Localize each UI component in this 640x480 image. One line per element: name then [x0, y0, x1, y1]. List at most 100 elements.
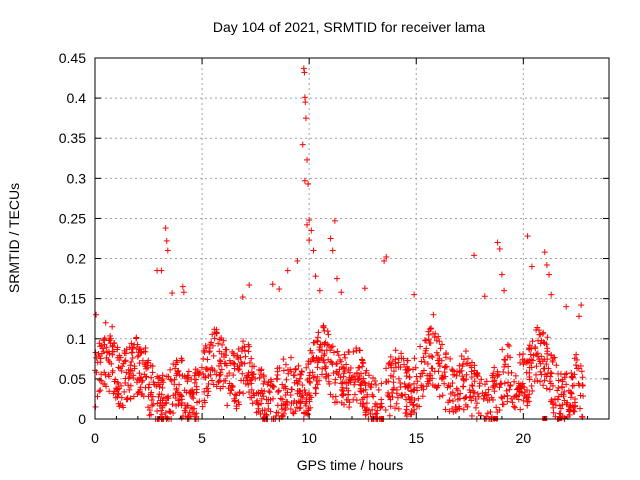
chart-title: Day 104 of 2021, SRMTID for receiver lam…	[213, 19, 486, 35]
data-point	[459, 373, 466, 380]
data-point	[331, 217, 338, 224]
data-point	[411, 355, 418, 362]
data-point	[276, 286, 283, 293]
data-point	[202, 374, 209, 381]
data-point	[121, 388, 128, 395]
data-point	[231, 361, 238, 368]
data-point	[98, 350, 105, 357]
data-point	[249, 400, 256, 407]
data-point	[98, 371, 105, 378]
data-point	[302, 99, 309, 106]
data-point	[457, 368, 464, 375]
data-point	[390, 379, 397, 386]
data-point	[363, 367, 370, 374]
data-point	[562, 371, 569, 378]
data-point	[397, 379, 404, 386]
data-point	[472, 404, 479, 411]
data-point	[279, 396, 286, 403]
data-point	[116, 403, 123, 410]
data-point	[127, 382, 134, 389]
data-point	[128, 358, 135, 365]
data-point	[131, 363, 138, 370]
data-point	[493, 404, 500, 411]
data-point	[572, 396, 579, 403]
data-point	[148, 374, 155, 381]
data-point	[234, 363, 241, 370]
data-point	[393, 400, 400, 407]
data-point	[166, 408, 173, 415]
data-point	[299, 141, 306, 148]
data-point	[488, 394, 495, 401]
data-point	[342, 354, 349, 361]
data-point	[159, 411, 166, 418]
data-point	[432, 330, 439, 337]
data-point	[184, 378, 191, 385]
data-point	[236, 389, 243, 396]
data-point	[499, 395, 506, 402]
data-point	[248, 394, 255, 401]
data-point	[434, 352, 441, 359]
y-tick-label: 0.3	[67, 170, 87, 186]
data-point	[578, 368, 585, 375]
data-point	[361, 379, 368, 386]
data-point	[248, 355, 255, 362]
data-point	[122, 375, 129, 382]
data-point	[539, 330, 546, 337]
data-point	[265, 405, 272, 412]
data-point	[420, 354, 427, 361]
data-point	[280, 367, 287, 374]
data-point	[573, 356, 580, 363]
data-point	[543, 361, 550, 368]
data-point	[432, 383, 439, 390]
data-point	[472, 395, 479, 402]
data-point	[299, 382, 306, 389]
data-point	[280, 356, 287, 363]
data-point	[142, 344, 149, 351]
data-point	[191, 379, 198, 386]
data-point	[568, 374, 575, 381]
data-point	[320, 323, 327, 330]
data-point	[287, 392, 294, 399]
data-point	[102, 319, 109, 326]
data-point	[475, 410, 482, 417]
data-point	[563, 303, 570, 310]
data-point	[528, 382, 535, 389]
data-point	[466, 387, 473, 394]
data-point	[351, 381, 358, 388]
data-point	[485, 386, 492, 393]
data-point	[325, 372, 332, 379]
data-point	[449, 380, 456, 387]
data-point	[461, 356, 468, 363]
data-point	[266, 389, 273, 396]
data-point	[337, 374, 344, 381]
data-point	[419, 370, 426, 377]
data-point	[340, 370, 347, 377]
data-point	[322, 339, 329, 346]
data-point	[520, 397, 527, 404]
data-point	[559, 376, 566, 383]
data-point	[338, 358, 345, 365]
data-point	[306, 372, 313, 379]
data-point	[491, 364, 498, 371]
data-point	[563, 401, 570, 408]
data-point	[479, 390, 486, 397]
y-tick-label: 0.05	[59, 371, 86, 387]
data-point	[288, 386, 295, 393]
data-point	[203, 365, 210, 372]
data-point	[416, 403, 423, 410]
data-point	[241, 347, 248, 354]
data-point	[325, 356, 332, 363]
data-point	[312, 273, 319, 280]
data-point	[178, 392, 185, 399]
data-point	[230, 359, 237, 366]
data-point	[529, 387, 536, 394]
data-point	[301, 387, 308, 394]
data-point	[559, 401, 566, 408]
data-point	[292, 408, 299, 415]
data-point	[362, 412, 369, 419]
data-point	[398, 350, 405, 357]
data-point	[235, 346, 242, 353]
data-point	[435, 360, 442, 367]
data-point	[231, 398, 238, 405]
data-point	[223, 362, 230, 369]
